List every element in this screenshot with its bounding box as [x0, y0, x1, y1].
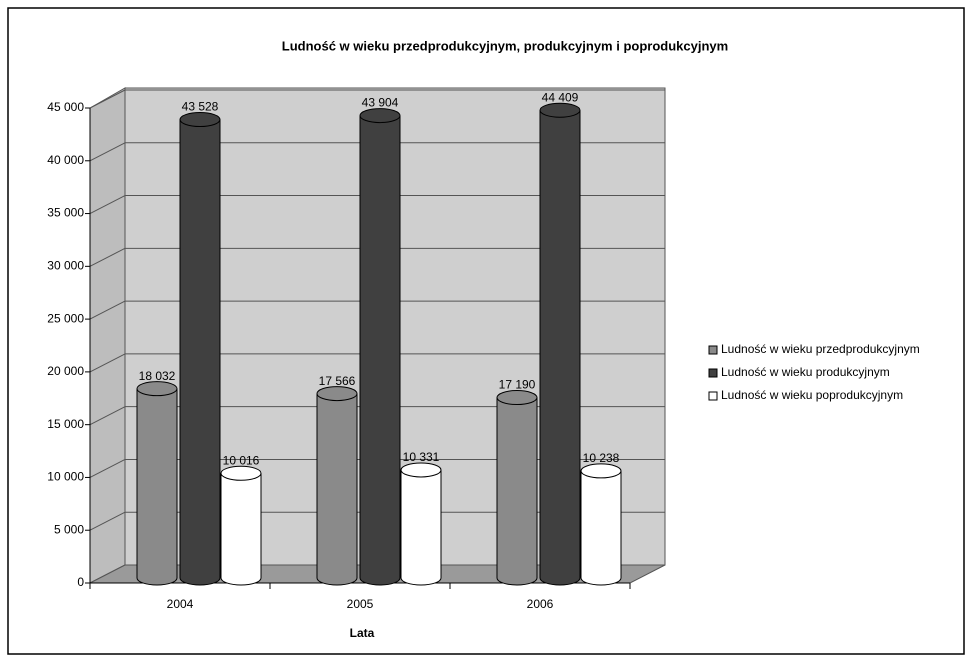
data-label: 10 238 — [583, 451, 620, 465]
y-tick-label: 25 000 — [47, 311, 84, 325]
grid-line — [89, 458, 126, 478]
data-label: 43 528 — [182, 100, 219, 114]
y-tick-label: 15 000 — [47, 417, 84, 431]
cylinder-top — [316, 386, 358, 402]
data-label: 17 190 — [499, 378, 536, 392]
legend-swatch — [708, 345, 718, 355]
cylinder-top — [496, 390, 538, 406]
bar — [317, 393, 357, 578]
y-tick-label: 0 — [77, 575, 84, 589]
grid-line — [89, 89, 126, 109]
grid-line — [89, 247, 126, 267]
bar — [137, 388, 177, 578]
bar — [401, 469, 441, 578]
cylinder-top — [220, 465, 262, 481]
x-axis-label: Lata — [350, 626, 375, 640]
grid-line — [89, 406, 126, 426]
y-tick-label: 35 000 — [47, 206, 84, 220]
cylinder-top — [136, 381, 178, 397]
data-label: 10 016 — [223, 453, 260, 467]
grid-line — [89, 300, 126, 320]
bar — [497, 397, 537, 578]
x-tick-label: 2004 — [167, 597, 194, 611]
bar — [581, 470, 621, 578]
legend-swatch — [708, 368, 718, 378]
y-tick-label: 10 000 — [47, 470, 84, 484]
legend-label: Ludność w wieku przedprodukcyjnym — [721, 342, 920, 356]
bar — [180, 119, 220, 578]
data-label: 43 904 — [362, 96, 399, 110]
bar — [360, 115, 400, 579]
cylinder-top — [359, 108, 401, 124]
y-tick-label: 45 000 — [47, 100, 84, 114]
side-wall — [89, 87, 126, 584]
bar — [221, 473, 261, 578]
data-label: 17 566 — [319, 374, 356, 388]
legend-label: Ludność w wieku produkcyjnym — [721, 365, 890, 379]
data-label: 10 331 — [403, 450, 440, 464]
chart-title: Ludność w wieku przedprodukcyjnym, produ… — [282, 38, 728, 53]
grid-line — [89, 142, 126, 162]
cylinder-top — [539, 102, 581, 118]
x-tick-label: 2005 — [347, 597, 374, 611]
bar — [540, 110, 580, 578]
x-tick-label: 2006 — [527, 597, 554, 611]
cylinder-top — [179, 112, 221, 128]
y-tick-label: 40 000 — [47, 153, 84, 167]
grid-line — [89, 353, 126, 373]
grid-line — [89, 195, 126, 215]
legend-swatch — [708, 391, 718, 401]
cylinder-top — [580, 463, 622, 479]
legend-label: Ludność w wieku poprodukcyjnym — [721, 388, 903, 402]
y-tick-label: 30 000 — [47, 259, 84, 273]
data-label: 18 032 — [139, 369, 176, 383]
grid-line — [89, 511, 126, 531]
y-tick-label: 20 000 — [47, 364, 84, 378]
data-label: 44 409 — [542, 90, 579, 104]
y-tick-label: 5 000 — [54, 522, 84, 536]
cylinder-top — [400, 462, 442, 478]
